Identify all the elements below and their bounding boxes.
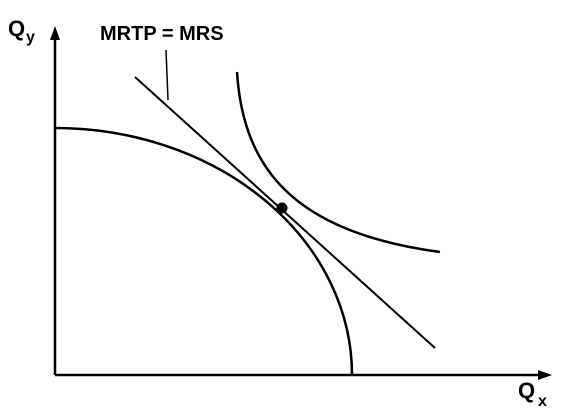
tangency-point: [276, 202, 288, 214]
y-axis-label: Q: [8, 16, 25, 41]
x-axis-subscript: x: [538, 393, 547, 410]
y-axis-arrow: [50, 26, 60, 40]
y-axis-subscript: y: [26, 29, 35, 46]
label-pointer: [165, 49, 169, 101]
indifference-curve: [235, 71, 441, 254]
x-axis-label: Q: [518, 378, 535, 403]
production-possibility-frontier: [54, 126, 354, 376]
x-axis-arrow: [538, 370, 552, 380]
tangency-label: MRTP = MRS: [100, 23, 224, 45]
